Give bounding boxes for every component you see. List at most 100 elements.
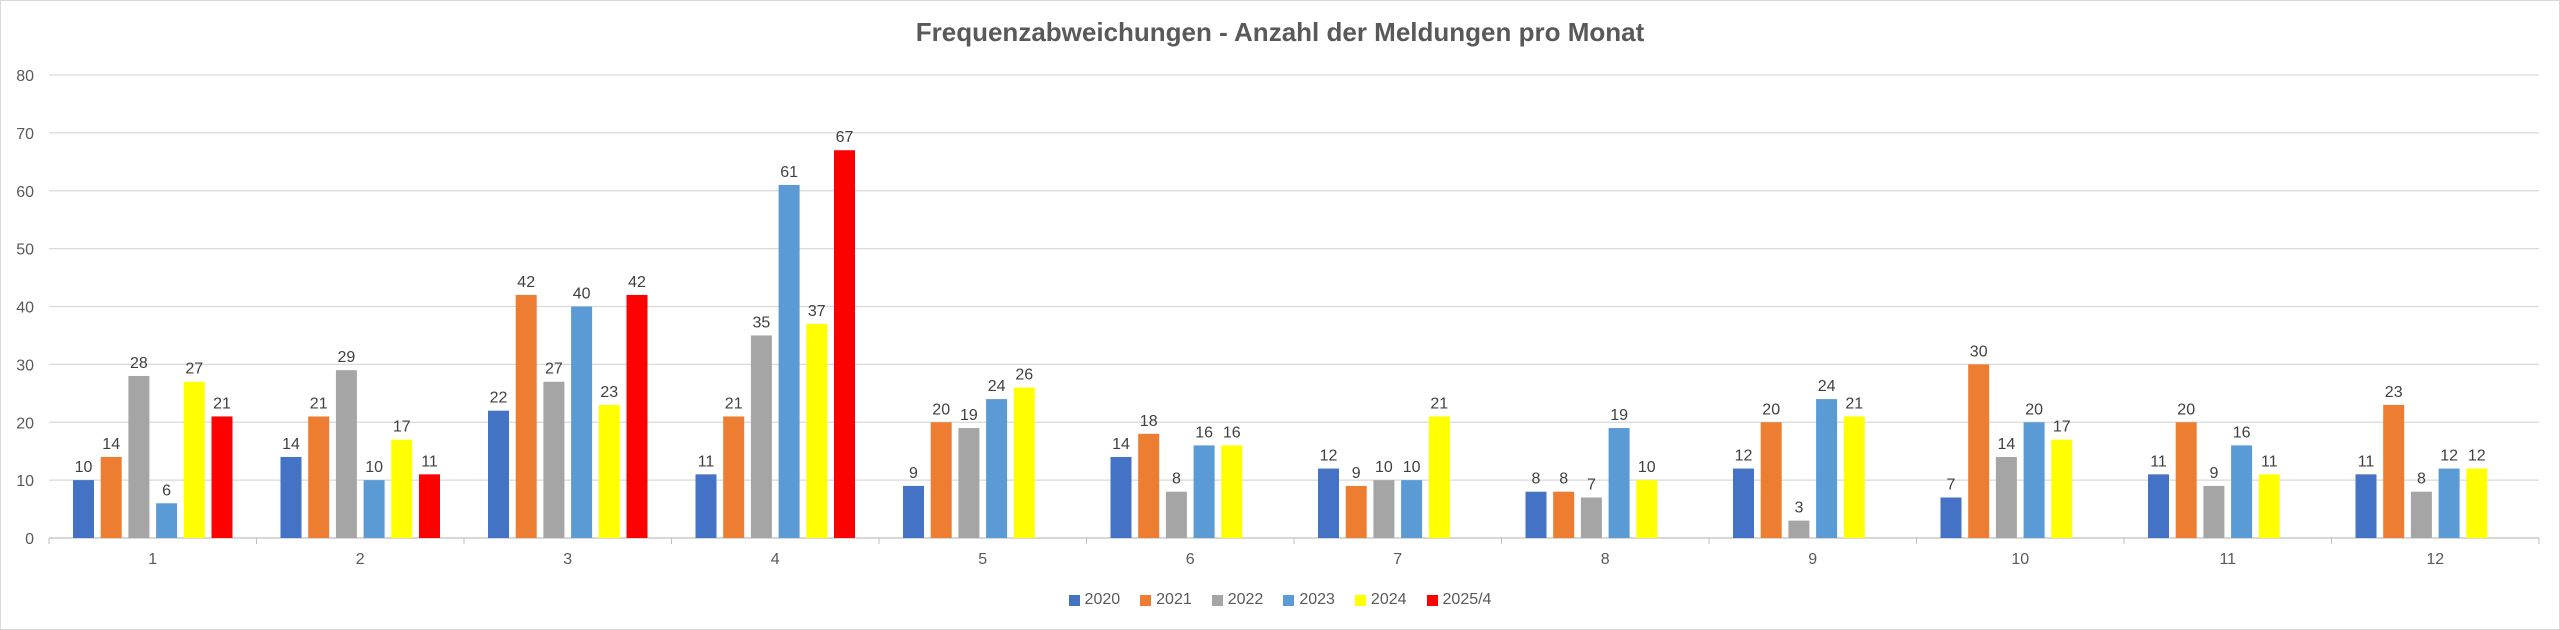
- data-label: 12: [2468, 448, 2486, 465]
- y-tick-label: 40: [16, 300, 34, 317]
- data-label: 16: [1195, 424, 1213, 441]
- data-label: 27: [545, 361, 563, 378]
- y-tick-label: 30: [16, 357, 34, 374]
- x-tick-label: 4: [771, 551, 780, 568]
- bar: [1733, 468, 1754, 538]
- bar: [128, 375, 150, 538]
- bar: [2438, 468, 2460, 538]
- data-label: 16: [2233, 424, 2251, 441]
- data-label: 14: [282, 436, 300, 453]
- data-label: 23: [600, 384, 618, 401]
- data-label: 21: [725, 395, 743, 412]
- data-label: 10: [75, 459, 93, 476]
- data-label: 20: [1762, 401, 1780, 418]
- x-tick-label: 9: [1808, 551, 1817, 568]
- bar: [1940, 497, 1962, 538]
- data-label: 3: [1794, 500, 1803, 517]
- data-label: 11: [2150, 453, 2167, 470]
- data-label: 8: [1532, 471, 1541, 488]
- bar: [1816, 399, 1838, 538]
- bar: [2203, 485, 2225, 538]
- y-tick-label: 60: [16, 184, 34, 201]
- data-label: 14: [1112, 436, 1130, 453]
- data-label: 61: [780, 164, 798, 181]
- bar: [1165, 491, 1187, 538]
- bar: [1013, 387, 1035, 538]
- legend-item: 2022: [1211, 591, 1264, 609]
- legend-label: 2022: [1227, 591, 1264, 608]
- x-tick-label: 11: [2219, 551, 2236, 568]
- data-label: 35: [753, 314, 771, 331]
- x-tick-label: 5: [978, 551, 987, 568]
- data-label: 14: [102, 436, 120, 453]
- bar: [2383, 404, 2405, 538]
- bar: [806, 323, 828, 538]
- data-label: 11: [421, 453, 438, 470]
- legend-item: 2020: [1068, 591, 1120, 609]
- data-label: 21: [213, 395, 231, 412]
- bar: [986, 399, 1008, 538]
- data-label: 17: [2053, 419, 2071, 436]
- bar: [2355, 474, 2377, 538]
- data-label: 20: [2025, 401, 2043, 418]
- bar: [1995, 456, 2017, 538]
- legend: 2020 2021 2022 2023 2024 2025/4: [1, 591, 2559, 609]
- data-label: 8: [1559, 471, 1568, 488]
- y-tick-label: 10: [16, 473, 34, 490]
- legend-item: 2024: [1354, 591, 1407, 609]
- data-label: 22: [490, 390, 508, 407]
- y-tick-label: 70: [16, 126, 34, 143]
- bar: [543, 381, 565, 538]
- legend-swatch: [1140, 594, 1152, 606]
- data-label: 10: [365, 459, 383, 476]
- data-label: 18: [1140, 413, 1158, 430]
- bar: [308, 416, 330, 538]
- data-label: 37: [808, 303, 826, 320]
- data-label: 14: [1998, 436, 2016, 453]
- x-tick-label: 10: [2011, 551, 2029, 568]
- y-tick-label: 50: [16, 242, 34, 259]
- data-label: 9: [909, 465, 918, 482]
- bar: [419, 474, 440, 538]
- bar: [280, 456, 302, 538]
- data-label: 20: [2177, 401, 2195, 418]
- bar: [183, 381, 205, 538]
- bar: [335, 370, 357, 538]
- data-label: 21: [1845, 395, 1863, 412]
- bar: [903, 485, 924, 538]
- bar: [1428, 416, 1450, 538]
- data-label: 67: [836, 129, 854, 146]
- bar: [1318, 468, 1339, 538]
- bar: [2258, 474, 2280, 538]
- data-label: 30: [1970, 343, 1988, 360]
- data-label: 42: [517, 274, 535, 291]
- bar: [515, 294, 537, 538]
- legend-label: 2023: [1299, 591, 1335, 608]
- data-label: 8: [1172, 471, 1181, 488]
- bar: [695, 474, 717, 538]
- data-label: 11: [2261, 453, 2278, 470]
- data-label: 21: [310, 395, 328, 412]
- data-label: 6: [162, 482, 171, 499]
- bar: [1760, 422, 1782, 538]
- legend-swatch: [1283, 594, 1295, 606]
- bar: [100, 456, 122, 538]
- legend-swatch: [1426, 594, 1438, 606]
- bar: [1788, 520, 1810, 538]
- bar: [834, 150, 855, 539]
- bar: [1138, 433, 1160, 538]
- data-label: 21: [1430, 395, 1448, 412]
- data-label: 24: [1818, 378, 1836, 395]
- data-label: 10: [1638, 459, 1656, 476]
- bar: [2231, 445, 2253, 538]
- bar: [391, 439, 413, 538]
- data-label: 9: [2209, 465, 2218, 482]
- data-label: 8: [2417, 471, 2426, 488]
- bar: [1525, 491, 1547, 538]
- bar: [1345, 485, 1367, 538]
- data-label: 12: [1320, 448, 1338, 465]
- bar: [1636, 480, 1658, 538]
- data-label: 29: [338, 349, 356, 366]
- legend-swatch: [1211, 594, 1223, 606]
